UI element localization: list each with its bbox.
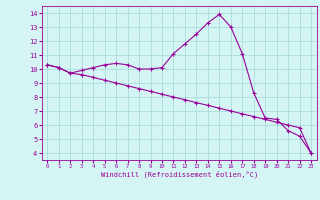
X-axis label: Windchill (Refroidissement éolien,°C): Windchill (Refroidissement éolien,°C): [100, 171, 258, 178]
